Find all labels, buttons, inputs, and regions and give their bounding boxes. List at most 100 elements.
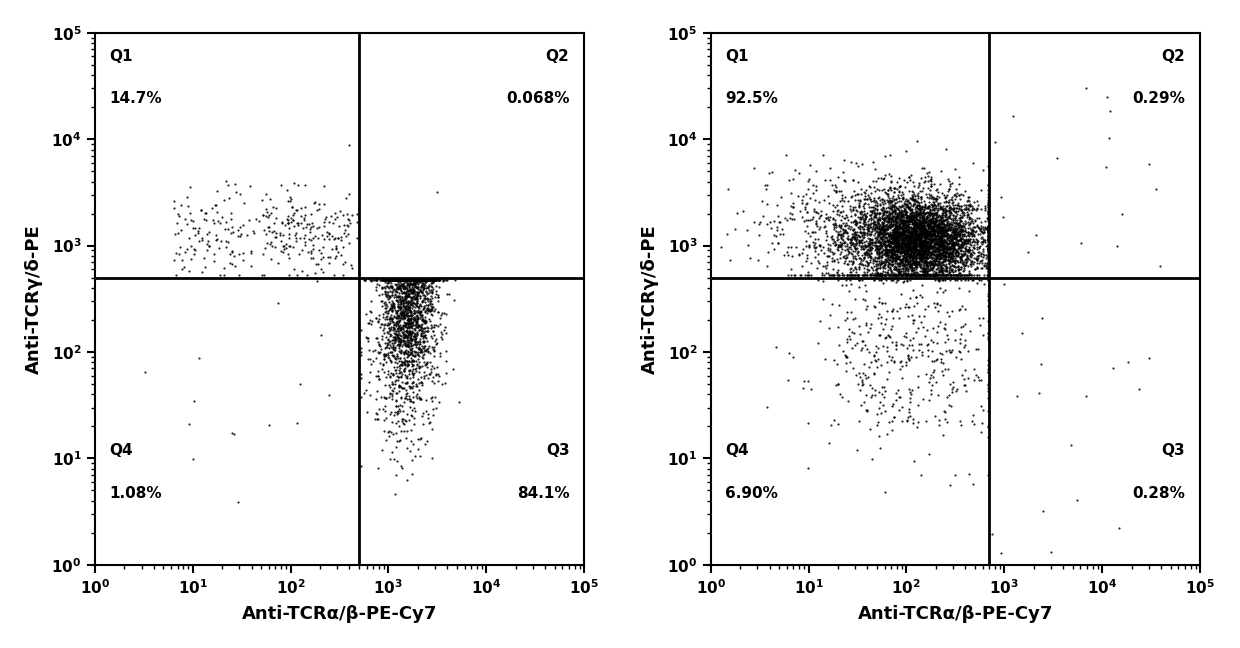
Point: [911, 266, 931, 277]
Point: [388, 353, 408, 364]
Point: [277, 239, 296, 249]
Point: [221, 249, 241, 260]
Point: [920, 231, 940, 242]
Point: [946, 223, 966, 233]
Point: [920, 231, 940, 242]
Point: [921, 230, 941, 240]
Point: [957, 255, 977, 266]
Point: [941, 233, 961, 244]
Point: [265, 241, 285, 251]
Point: [879, 213, 899, 223]
Point: [831, 237, 851, 247]
Point: [846, 229, 866, 240]
Point: [863, 196, 883, 206]
Point: [954, 257, 973, 267]
Point: [929, 249, 949, 260]
Point: [863, 205, 883, 216]
Point: [414, 302, 434, 312]
Point: [952, 258, 972, 268]
Point: [398, 275, 418, 285]
Point: [856, 211, 875, 222]
Point: [401, 344, 420, 354]
Point: [936, 255, 956, 266]
Point: [918, 213, 937, 224]
Point: [905, 243, 925, 253]
Point: [944, 213, 963, 224]
Point: [942, 235, 962, 245]
Point: [401, 275, 420, 285]
Point: [387, 275, 407, 285]
Point: [755, 179, 775, 190]
Point: [389, 275, 409, 285]
Point: [977, 242, 997, 253]
Point: [939, 223, 959, 233]
Point: [879, 235, 899, 245]
Point: [960, 201, 980, 211]
Point: [934, 406, 954, 417]
Point: [874, 259, 894, 269]
Point: [422, 364, 441, 374]
Point: [420, 304, 440, 314]
Point: [915, 231, 935, 241]
Point: [931, 166, 951, 176]
Point: [949, 231, 968, 241]
Point: [182, 223, 202, 233]
Point: [884, 239, 904, 249]
Point: [410, 284, 430, 294]
Point: [854, 203, 874, 213]
Point: [367, 275, 387, 286]
Point: [887, 238, 906, 248]
Point: [906, 256, 926, 266]
Point: [351, 373, 371, 384]
Point: [367, 386, 387, 396]
Point: [858, 241, 878, 251]
Point: [849, 200, 869, 211]
Point: [404, 332, 424, 342]
Point: [413, 275, 433, 285]
Point: [887, 270, 906, 281]
Point: [914, 163, 934, 173]
Point: [388, 339, 408, 349]
Point: [295, 180, 315, 191]
Text: 14.7%: 14.7%: [109, 91, 162, 106]
Point: [337, 221, 357, 231]
Point: [396, 329, 415, 340]
Point: [892, 270, 911, 281]
Point: [930, 236, 950, 246]
Point: [402, 367, 422, 378]
Point: [866, 164, 885, 174]
Point: [931, 354, 951, 364]
Point: [956, 231, 976, 241]
Point: [936, 205, 956, 216]
Point: [404, 275, 424, 285]
Point: [859, 347, 879, 357]
Point: [432, 327, 451, 338]
Point: [294, 223, 314, 233]
Point: [892, 210, 911, 220]
Point: [391, 290, 410, 301]
Point: [904, 239, 924, 249]
Point: [314, 234, 334, 244]
Point: [415, 316, 435, 327]
Point: [972, 228, 992, 238]
Point: [906, 241, 926, 251]
Point: [935, 364, 955, 374]
Point: [851, 220, 870, 231]
Point: [904, 259, 924, 270]
Point: [923, 223, 942, 233]
Point: [409, 275, 429, 285]
Point: [872, 222, 892, 232]
Point: [945, 260, 965, 271]
Point: [864, 219, 884, 229]
Point: [869, 208, 889, 218]
Point: [949, 270, 968, 281]
Point: [882, 255, 901, 266]
Point: [895, 246, 915, 256]
Point: [900, 234, 920, 244]
Point: [890, 238, 910, 248]
Point: [915, 270, 935, 280]
Point: [857, 229, 877, 240]
Point: [372, 288, 392, 299]
Point: [914, 265, 934, 275]
Point: [858, 221, 878, 231]
